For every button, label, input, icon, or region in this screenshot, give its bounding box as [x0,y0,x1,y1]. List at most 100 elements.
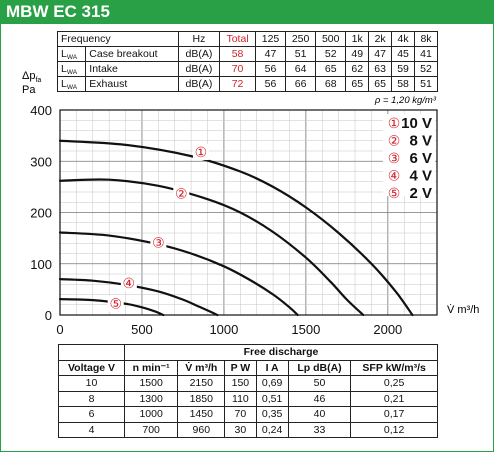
noise-label: Case breakout [85,46,179,62]
curve-marker-label: ④ [123,275,136,291]
legend: ① 10 V② 8 V ③ 6 V ④ 4 V ⑤ 2 V [388,115,432,202]
product-title: MBW EC 315 [6,2,110,21]
perf-header-current: I A [255,359,289,376]
perf-cell: 1850 [177,390,226,407]
perf-cell: 0,17 [350,406,438,423]
perf-header-voltage: Voltage V [58,359,125,376]
fan-curve-line [58,298,165,317]
perf-header-power: P W [224,359,257,376]
tick-labels: 0 500 1000 1500 2000 0 100 200 300 400 [30,103,402,337]
perf-row: 4 700 960 30 0,24 33 0,12 [58,421,438,438]
legend-marker: ② [388,133,401,149]
noise-cell: 68 [315,76,347,92]
x-tick-label: 500 [131,322,153,337]
perf-cell: 30 [224,421,257,438]
legend-marker: ④ [388,168,401,184]
perf-cell: 2150 [177,375,226,392]
perf-header-row: Voltage V n min⁻¹ V̇ m³/h P W I A Lp dB(… [58,359,438,376]
perf-row: 8 1300 1850 110 0,51 46 0,21 [58,390,438,407]
fan-curve-line [58,178,365,317]
y-axis-unit: Pa [22,84,36,96]
x-tick-label: 2000 [373,322,402,337]
perf-cell: 700 [123,421,179,438]
curve-marker-background [107,295,124,312]
perf-cell: 110 [224,390,257,407]
plot-frame [59,109,438,316]
noise-header-band: 250 [285,31,317,47]
legend-label: 2 V [409,185,432,202]
y-tick-label: 100 [30,257,52,272]
x-tick-label: 1000 [209,322,238,337]
perf-row: 10 1500 2150 150 0,69 50 0,25 [58,375,438,392]
perf-header-airflow: V̇ m³/h [177,359,226,376]
y-tick-label: 300 [30,154,52,169]
free-discharge-header: Free discharge [124,344,438,361]
density-note: ρ = 1,20 kg/m³ [374,95,437,106]
noise-label: Exhaust [85,76,179,92]
noise-cell: 51 [414,76,438,92]
perf-cell: 8 [58,390,125,407]
curve-marker-label: ① [195,144,208,160]
curve-marker-background [150,234,167,251]
legend-marker: ① [388,115,401,131]
perf-cell: 1000 [123,406,179,423]
perf-cell: 0,21 [350,390,438,407]
noise-table: Frequency Hz Total 125 250 500 1k 2k 4k … [56,31,438,92]
fan-curve-line [58,278,219,317]
perf-cell: 0,12 [350,421,438,438]
x-tick-label: 1500 [291,322,320,337]
perf-cell: 0,35 [255,406,289,423]
perf-header-sfp: SFP kW/m³/s [350,359,438,376]
noise-cell: 58 [391,76,416,92]
fan-curve-line [58,139,414,317]
legend-label: 8 V [409,133,432,150]
title-bar: MBW EC 315 [0,0,494,24]
y-axis-symbol: Δpfa [22,70,41,84]
perf-cell: 1300 [123,390,179,407]
curve-marker-background [192,144,209,161]
perf-cell: 6 [58,406,125,423]
perf-cell: 33 [287,421,352,438]
legend-marker: ③ [388,150,401,166]
perf-cell: 1500 [123,375,179,392]
curve-marker-label: ⑤ [109,296,122,312]
curve-marker-label: ③ [152,235,165,251]
curve-marker-background [173,185,190,202]
perf-group-row: Free discharge [58,344,438,361]
perf-cell: 70 [224,406,257,423]
curve-marker-label: ② [175,186,188,202]
perf-cell: 4 [58,421,125,438]
legend-label: 10 V [401,115,432,132]
perf-cell: 960 [177,421,226,438]
perf-row: 6 1000 1450 70 0,35 40 0,17 [58,406,438,423]
legend-box [383,114,435,196]
noise-cell: 41 [414,46,438,62]
perf-cell: 1450 [177,406,226,423]
fan-curve-line [58,231,299,317]
perf-header-sound: Lp dB(A) [287,359,352,376]
noise-row-exhaust: LWA Exhaust dB(A) 72 56 66 68 65 65 58 5… [56,76,438,92]
perf-cell: 40 [287,406,352,423]
x-axis-label: V̇ m³/h [447,303,479,316]
performance-table: Free discharge Voltage V n min⁻¹ V̇ m³/h… [58,344,438,438]
perf-header-speed: n min⁻¹ [123,359,179,376]
noise-unit: dB(A) [177,76,221,92]
noise-header-frequency: Frequency [57,31,179,47]
perf-cell: 46 [287,390,352,407]
legend-marker: ⑤ [388,185,401,201]
y-tick-label: 400 [30,103,52,118]
noise-header-band: 125 [254,31,287,47]
noise-symbol: LWA [56,61,87,77]
perf-cell: 0,25 [350,375,438,392]
perf-corner-cell [58,344,125,360]
noise-header-row: Frequency Hz Total 125 250 500 1k 2k 4k … [57,31,438,47]
noise-symbol: LWA [56,76,87,92]
perf-cell: 0,69 [255,375,289,392]
noise-label: Intake [85,61,179,77]
perf-cell: 0,24 [255,421,289,438]
y-tick-label: 200 [30,206,52,221]
perf-cell: 10 [58,375,125,392]
y-tick-label: 0 [45,308,52,323]
